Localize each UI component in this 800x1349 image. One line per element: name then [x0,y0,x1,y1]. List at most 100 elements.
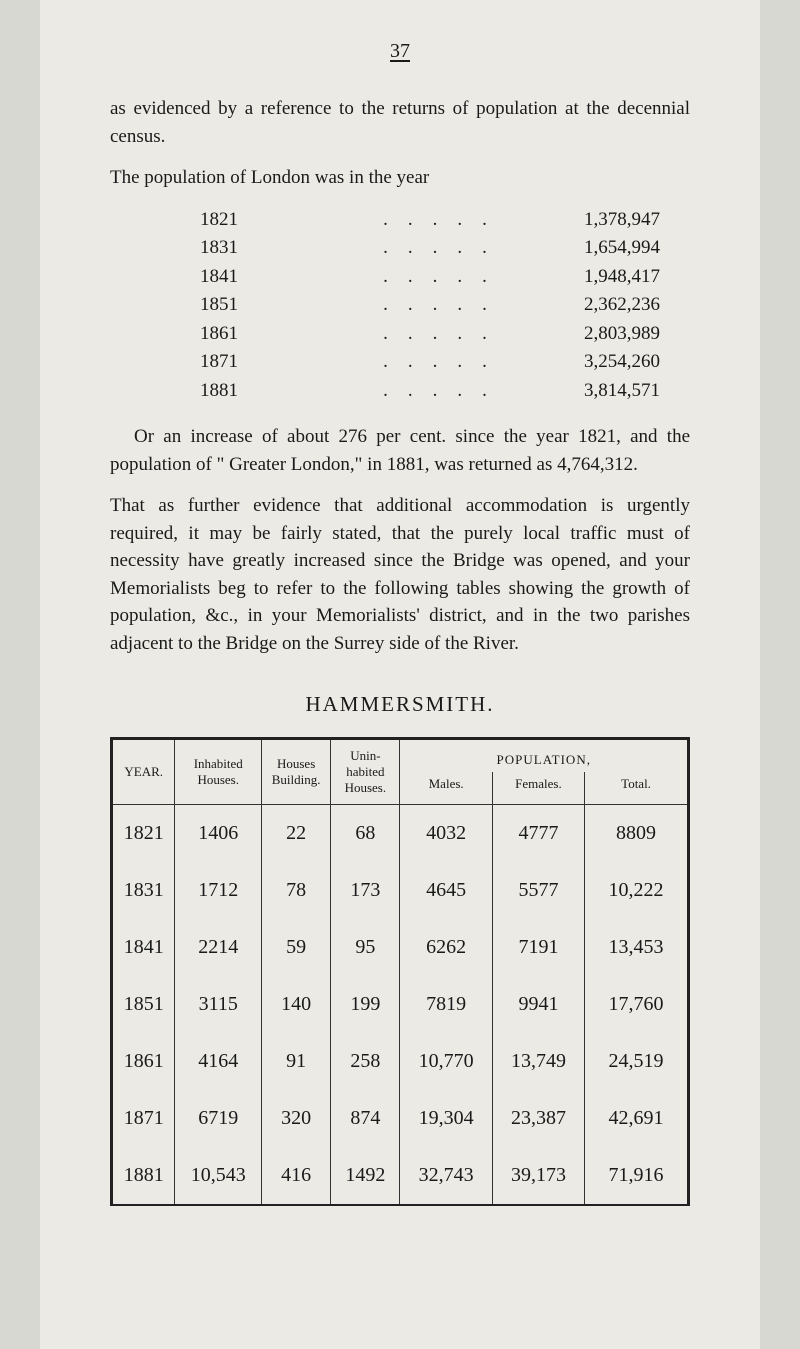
year-population-list: 1821.....1,378,9471831.....1,654,9941841… [110,206,690,406]
population-value: 2,362,236 [520,291,690,320]
table-cell: 6719 [175,1090,262,1147]
table-cell: 3115 [175,976,262,1033]
table-cell: 78 [262,862,331,919]
population-value: 2,803,989 [520,320,690,349]
table-cell: 13,749 [492,1033,584,1090]
table-cell: 140 [262,976,331,1033]
year-row: 1821.....1,378,947 [110,206,690,235]
dot-leader: ..... [370,320,520,349]
year-value: 1861 [110,320,370,349]
table-cell: 4032 [400,805,492,863]
document-page: 37 as evidenced by a reference to the re… [40,0,760,1349]
population-value: 3,254,260 [520,348,690,377]
table-cell: 258 [331,1033,400,1090]
dot-leader: ..... [370,206,520,235]
year-row: 1881.....3,814,571 [110,377,690,406]
table-cell: 1871 [112,1090,175,1147]
year-row: 1871.....3,254,260 [110,348,690,377]
table-cell: 1712 [175,862,262,919]
col-females: Females. [492,772,584,805]
table-cell: 10,770 [400,1033,492,1090]
table-cell: 10,222 [585,862,689,919]
table-cell: 95 [331,919,400,976]
year-value: 1881 [110,377,370,406]
paragraph-that: That as further evidence that additional… [110,492,690,657]
year-row: 1861.....2,803,989 [110,320,690,349]
year-value: 1871 [110,348,370,377]
table-cell: 1821 [112,805,175,863]
table-cell: 22 [262,805,331,863]
table-cell: 199 [331,976,400,1033]
table-cell: 4645 [400,862,492,919]
table-cell: 39,173 [492,1147,584,1205]
table-body: 1821140622684032477788091831171278173464… [112,805,689,1206]
table-cell: 17,760 [585,976,689,1033]
hammersmith-table: YEAR. Inhabited Houses. Houses Building.… [110,737,690,1207]
table-cell: 173 [331,862,400,919]
table-cell: 1851 [112,976,175,1033]
year-row: 1851.....2,362,236 [110,291,690,320]
table-row: 188110,543416149232,74339,17371,916 [112,1147,689,1205]
table-cell: 1841 [112,919,175,976]
table-cell: 71,916 [585,1147,689,1205]
table-row: 1871671932087419,30423,38742,691 [112,1090,689,1147]
table-row: 185131151401997819994117,760 [112,976,689,1033]
paragraph-increase: Or an increase of about 276 per cent. si… [110,423,690,478]
population-value: 1,654,994 [520,234,690,263]
table-header: YEAR. Inhabited Houses. Houses Building.… [112,738,689,805]
table-cell: 7819 [400,976,492,1033]
table-cell: 59 [262,919,331,976]
year-value: 1841 [110,263,370,292]
table-cell: 1406 [175,805,262,863]
col-males: Males. [400,772,492,805]
table-row: 182114062268403247778809 [112,805,689,863]
dot-leader: ..... [370,377,520,406]
paragraph-year-intro: The population of London was in the year [110,164,690,192]
col-building: Houses Building. [262,738,331,805]
table-cell: 320 [262,1090,331,1147]
year-row: 1831.....1,654,994 [110,234,690,263]
table-cell: 1881 [112,1147,175,1205]
table-row: 186141649125810,77013,74924,519 [112,1033,689,1090]
table-cell: 1861 [112,1033,175,1090]
dot-leader: ..... [370,348,520,377]
table-cell: 24,519 [585,1033,689,1090]
table-cell: 4164 [175,1033,262,1090]
section-title-hammersmith: HAMMERSMITH. [110,692,690,717]
table-cell: 10,543 [175,1147,262,1205]
col-population-group: POPULATION, [400,738,689,772]
page-number: 37 [110,40,690,63]
table-cell: 32,743 [400,1147,492,1205]
table-row: 1841221459956262719113,453 [112,919,689,976]
table-cell: 9941 [492,976,584,1033]
table-cell: 23,387 [492,1090,584,1147]
table-cell: 91 [262,1033,331,1090]
table-cell: 42,691 [585,1090,689,1147]
col-total: Total. [585,772,689,805]
table-cell: 7191 [492,919,584,976]
col-year: YEAR. [112,738,175,805]
table-cell: 1831 [112,862,175,919]
table-cell: 8809 [585,805,689,863]
dot-leader: ..... [370,263,520,292]
table-cell: 13,453 [585,919,689,976]
col-inhabited: Inhabited Houses. [175,738,262,805]
year-value: 1821 [110,206,370,235]
year-value: 1851 [110,291,370,320]
year-value: 1831 [110,234,370,263]
table-cell: 6262 [400,919,492,976]
table-cell: 68 [331,805,400,863]
table-cell: 416 [262,1147,331,1205]
year-row: 1841.....1,948,417 [110,263,690,292]
table-cell: 5577 [492,862,584,919]
table-cell: 874 [331,1090,400,1147]
col-uninhabited: Unin-habited Houses. [331,738,400,805]
dot-leader: ..... [370,234,520,263]
table-cell: 1492 [331,1147,400,1205]
population-value: 3,814,571 [520,377,690,406]
population-value: 1,948,417 [520,263,690,292]
paragraph-intro: as evidenced by a reference to the retur… [110,95,690,150]
dot-leader: ..... [370,291,520,320]
table-cell: 2214 [175,919,262,976]
table-cell: 19,304 [400,1090,492,1147]
